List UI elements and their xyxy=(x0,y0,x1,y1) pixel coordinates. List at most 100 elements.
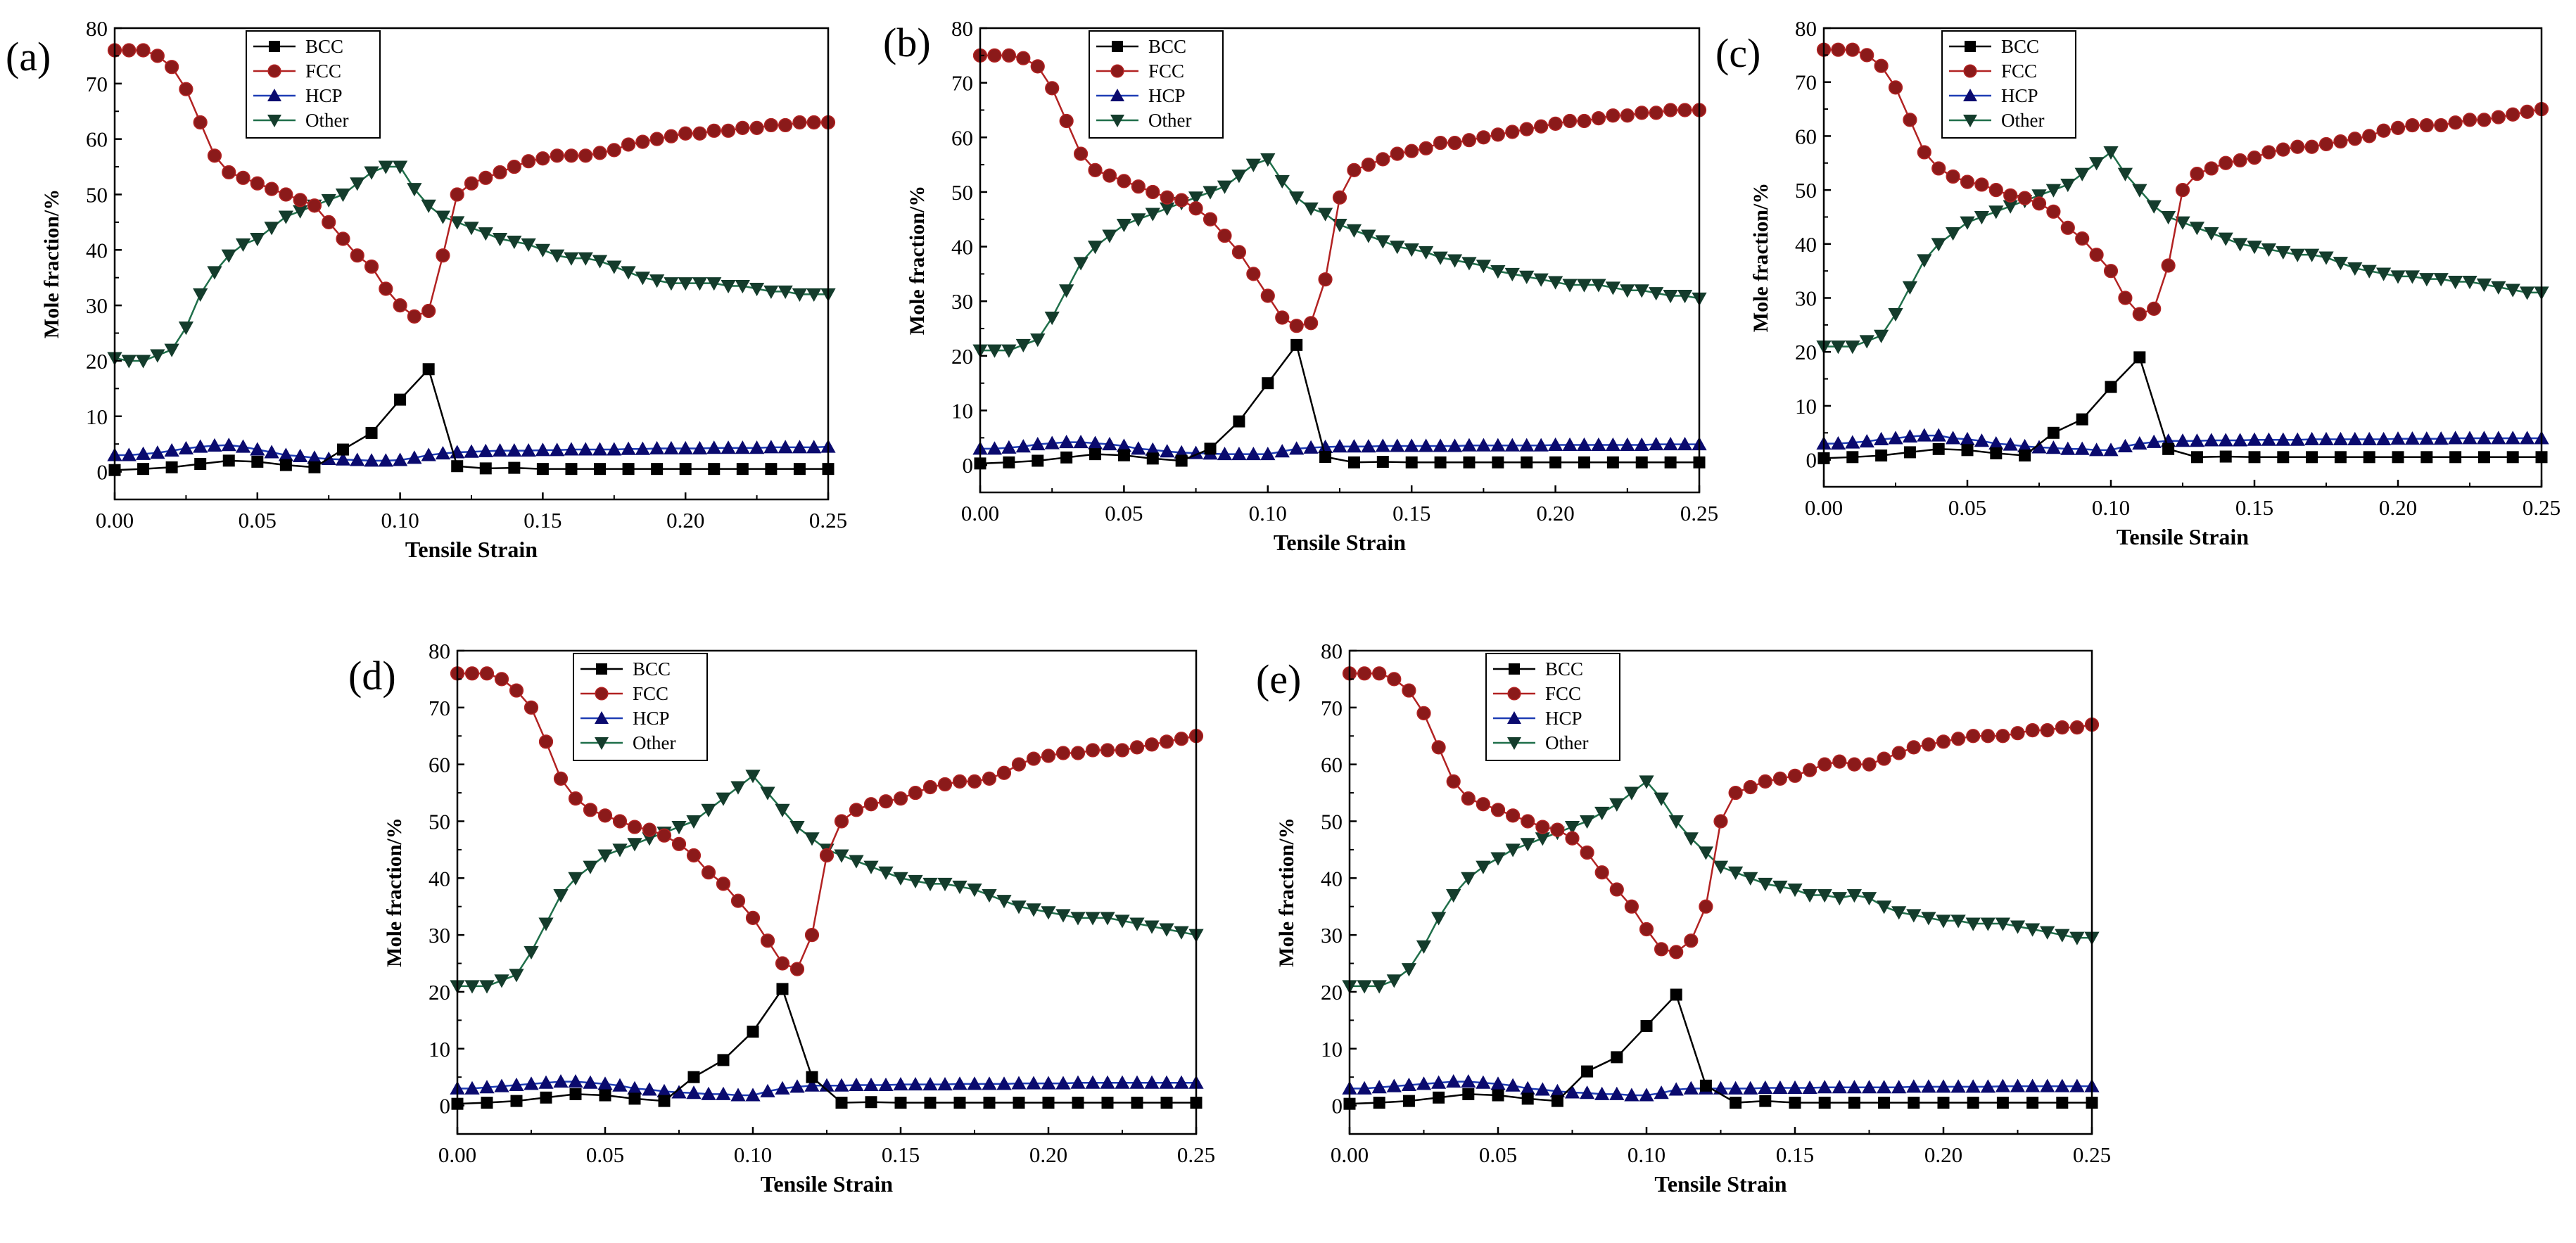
data-point-fcc xyxy=(1931,161,1946,176)
data-point-fcc xyxy=(1699,899,1713,914)
data-point-other xyxy=(1980,917,1996,931)
data-point-fcc xyxy=(692,126,707,141)
data-point-hcp xyxy=(1357,1081,1372,1095)
data-point-other xyxy=(1260,153,1276,167)
data-point-fcc xyxy=(1505,125,1520,139)
data-point-bcc xyxy=(394,393,407,406)
data-point-fcc xyxy=(671,836,687,851)
data-point-fcc xyxy=(1960,174,1975,189)
data-point-hcp xyxy=(2476,431,2492,445)
data-point-hcp xyxy=(908,1077,923,1091)
data-point-fcc xyxy=(2390,120,2406,136)
data-point-hcp xyxy=(893,1077,908,1091)
data-point-fcc xyxy=(1357,666,1372,681)
data-point-other xyxy=(778,285,793,300)
data-point-other xyxy=(1001,344,1017,358)
data-point-other xyxy=(250,233,265,247)
data-point-fcc xyxy=(2075,231,2090,246)
data-point-bcc xyxy=(835,1097,848,1109)
data-point-other xyxy=(1683,832,1699,846)
data-point-fcc xyxy=(1891,746,1906,760)
data-point-other xyxy=(1433,251,1448,265)
data-point-bcc xyxy=(776,983,789,995)
data-point-bcc xyxy=(2277,451,2290,464)
legend-label-other: Other xyxy=(305,110,348,131)
data-point-other xyxy=(937,877,953,892)
data-point-hcp xyxy=(2175,433,2190,447)
data-point-fcc xyxy=(2055,720,2069,735)
y-tick-label: 50 xyxy=(429,809,450,834)
data-point-other xyxy=(878,866,894,880)
data-point-fcc xyxy=(1847,757,1862,772)
data-point-fcc xyxy=(1519,122,1534,136)
data-point-fcc xyxy=(1548,116,1563,131)
x-tick-label: 0.20 xyxy=(666,508,704,533)
y-tick-label: 0 xyxy=(963,453,974,478)
data-point-fcc xyxy=(1951,732,1966,746)
data-point-other xyxy=(335,188,351,203)
data-point-bcc xyxy=(1433,1091,1445,1104)
data-point-hcp xyxy=(1332,439,1347,453)
data-point-other xyxy=(1102,229,1117,243)
data-point-fcc xyxy=(2190,167,2204,181)
x-tick-label: 0.15 xyxy=(882,1142,920,1167)
data-point-other xyxy=(1906,909,1922,923)
data-point-other xyxy=(635,272,650,286)
data-point-hcp xyxy=(2103,442,2119,457)
legend-label-hcp: HCP xyxy=(1148,85,1186,106)
data-point-fcc xyxy=(1663,103,1678,117)
data-point-hcp xyxy=(2040,1078,2055,1092)
data-point-fcc xyxy=(2448,115,2463,130)
data-point-bcc xyxy=(1131,1097,1143,1109)
data-point-other xyxy=(692,277,708,291)
data-point-hcp xyxy=(2218,433,2233,447)
data-point-fcc xyxy=(952,774,967,789)
y-axis-label: Mole fraction/% xyxy=(40,189,63,338)
data-point-bcc xyxy=(1060,451,1073,464)
data-point-hcp xyxy=(1677,437,1693,451)
y-tick-label: 50 xyxy=(951,180,973,205)
data-point-fcc xyxy=(1433,135,1448,151)
data-point-bcc xyxy=(194,458,207,471)
data-point-fcc xyxy=(1758,774,1772,789)
data-point-hcp xyxy=(364,453,379,467)
data-point-hcp xyxy=(642,1082,657,1096)
data-point-fcc xyxy=(1203,212,1218,227)
data-point-other xyxy=(321,193,336,208)
data-point-hcp xyxy=(1845,435,1860,449)
data-point-hcp xyxy=(1386,1078,1402,1092)
data-point-hcp xyxy=(1030,437,1046,451)
data-point-other xyxy=(1519,270,1535,284)
data-point-bcc xyxy=(865,1096,877,1109)
data-point-other xyxy=(2290,248,2305,262)
data-point-other xyxy=(1386,974,1402,988)
data-point-other xyxy=(1371,980,1387,994)
x-tick-label: 0.25 xyxy=(809,508,847,533)
data-point-fcc xyxy=(524,700,539,715)
data-point-other xyxy=(1026,903,1041,917)
data-point-bcc xyxy=(1551,1095,1563,1107)
data-point-fcc xyxy=(494,672,509,687)
legend-marker-bcc xyxy=(269,41,280,52)
data-point-hcp xyxy=(2146,434,2162,448)
legend-marker-bcc xyxy=(596,663,607,675)
data-point-fcc xyxy=(179,82,193,96)
data-point-bcc xyxy=(594,463,607,476)
data-point-other xyxy=(1116,219,1132,233)
data-point-other xyxy=(749,282,765,297)
data-point-hcp xyxy=(494,1078,509,1092)
data-point-fcc xyxy=(2003,188,2018,203)
data-point-fcc xyxy=(450,187,464,202)
data-point-fcc xyxy=(1129,740,1145,755)
data-point-fcc xyxy=(592,146,607,160)
data-point-fcc xyxy=(364,259,379,274)
data-point-hcp xyxy=(678,440,693,454)
data-point-other xyxy=(763,285,779,300)
data-point-fcc xyxy=(1318,272,1333,287)
data-point-fcc xyxy=(2333,134,2348,149)
data-point-hcp xyxy=(656,1083,672,1097)
data-point-other xyxy=(2103,146,2119,160)
data-point-bcc xyxy=(1670,988,1682,1001)
data-point-fcc xyxy=(1577,113,1592,129)
data-point-fcc xyxy=(2161,258,2176,273)
